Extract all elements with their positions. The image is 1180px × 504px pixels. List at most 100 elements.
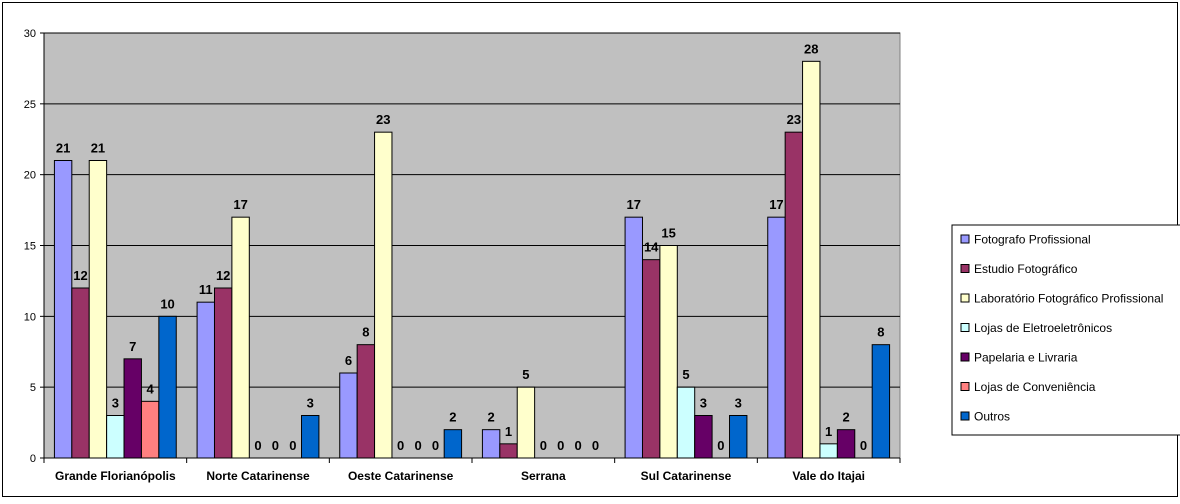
data-label: 0 — [557, 438, 564, 453]
data-label: 0 — [860, 438, 867, 453]
data-label: 4 — [147, 381, 155, 396]
data-label: 10 — [160, 296, 174, 311]
legend-swatch — [961, 383, 969, 391]
data-label: 3 — [700, 396, 707, 411]
bar — [159, 316, 176, 458]
data-label: 21 — [91, 141, 105, 156]
data-label: 15 — [661, 226, 675, 241]
data-label: 2 — [449, 410, 456, 425]
bar — [444, 430, 461, 458]
bar — [302, 416, 319, 459]
data-label: 0 — [272, 438, 279, 453]
bar — [625, 217, 642, 458]
data-label: 0 — [254, 438, 261, 453]
y-tick-label: 10 — [24, 311, 36, 323]
category-label: Vale do Itajai — [792, 469, 865, 483]
data-label: 3 — [112, 396, 119, 411]
data-label: 3 — [735, 396, 742, 411]
bar — [54, 161, 71, 459]
category-label: Grande Florianópolis — [55, 469, 176, 483]
data-label: 2 — [488, 410, 495, 425]
bar — [107, 416, 124, 459]
category-label: Sul Catarinense — [641, 469, 732, 483]
bar — [837, 430, 854, 458]
bar — [872, 345, 889, 458]
data-label: 21 — [56, 141, 70, 156]
legend-swatch — [961, 265, 969, 273]
data-label: 0 — [432, 438, 439, 453]
bar — [803, 61, 820, 458]
bar — [214, 288, 231, 458]
bar — [197, 302, 214, 458]
data-label: 12 — [73, 268, 87, 283]
data-label: 3 — [307, 396, 314, 411]
data-label: 0 — [289, 438, 296, 453]
legend-swatch — [961, 235, 969, 243]
legend-label: Papelaria e Livraria — [974, 351, 1078, 365]
bar — [482, 430, 499, 458]
bar — [768, 217, 785, 458]
bar — [677, 387, 694, 458]
bar — [357, 345, 374, 458]
data-label: 0 — [397, 438, 404, 453]
y-tick-label: 20 — [24, 170, 36, 182]
data-label: 0 — [592, 438, 599, 453]
data-label: 1 — [825, 424, 832, 439]
data-label: 2 — [842, 410, 849, 425]
legend-label: Lojas de Eletroeletrônicos — [974, 321, 1112, 335]
y-tick-label: 30 — [24, 28, 36, 40]
data-label: 5 — [522, 367, 529, 382]
data-label: 8 — [877, 325, 884, 340]
data-label: 23 — [787, 112, 801, 127]
y-tick-label: 25 — [24, 99, 36, 111]
bar — [124, 359, 141, 458]
bar — [695, 416, 712, 459]
data-label: 0 — [575, 438, 582, 453]
bar — [785, 132, 802, 458]
data-label: 17 — [627, 197, 641, 212]
legend-label: Outros — [974, 410, 1010, 424]
y-tick-label: 15 — [24, 241, 36, 253]
legend-swatch — [961, 324, 969, 332]
bar — [141, 401, 158, 458]
bar — [375, 132, 392, 458]
data-label: 0 — [540, 438, 547, 453]
legend: Fotografo Profissional Estudio Fotográfic… — [952, 225, 1180, 435]
legend-swatch — [961, 294, 969, 302]
data-label: 1 — [505, 424, 512, 439]
data-label: 0 — [414, 438, 421, 453]
data-label: 7 — [129, 339, 136, 354]
bar — [820, 444, 837, 458]
data-label: 17 — [233, 197, 247, 212]
bar — [340, 373, 357, 458]
bar — [660, 246, 677, 459]
data-label: 12 — [216, 268, 230, 283]
legend-label: Lojas de Conveniência — [974, 380, 1096, 394]
bar — [89, 161, 106, 459]
legend-label: Fotografo Profissional — [974, 233, 1091, 247]
bar — [642, 260, 659, 458]
legend-swatch — [961, 353, 969, 361]
data-label: 8 — [362, 325, 369, 340]
bar — [730, 416, 747, 459]
y-tick-label: 5 — [30, 382, 36, 394]
data-label: 6 — [345, 353, 352, 368]
y-tick-label: 0 — [30, 453, 36, 465]
category-label: Serrana — [521, 469, 566, 483]
bar — [232, 217, 249, 458]
bar — [517, 387, 534, 458]
data-label: 0 — [717, 438, 724, 453]
bar — [500, 444, 517, 458]
legend-swatch — [961, 412, 969, 420]
data-label: 28 — [804, 41, 818, 56]
legend-label: Estudio Fotográfico — [974, 262, 1078, 276]
legend-label: Laboratório Fotográfico Profissional — [974, 292, 1163, 306]
data-label: 23 — [376, 112, 390, 127]
category-label: Oeste Catarinense — [348, 469, 454, 483]
data-label: 14 — [644, 240, 659, 255]
data-label: 11 — [199, 282, 213, 297]
bar — [72, 288, 89, 458]
data-label: 5 — [682, 367, 689, 382]
